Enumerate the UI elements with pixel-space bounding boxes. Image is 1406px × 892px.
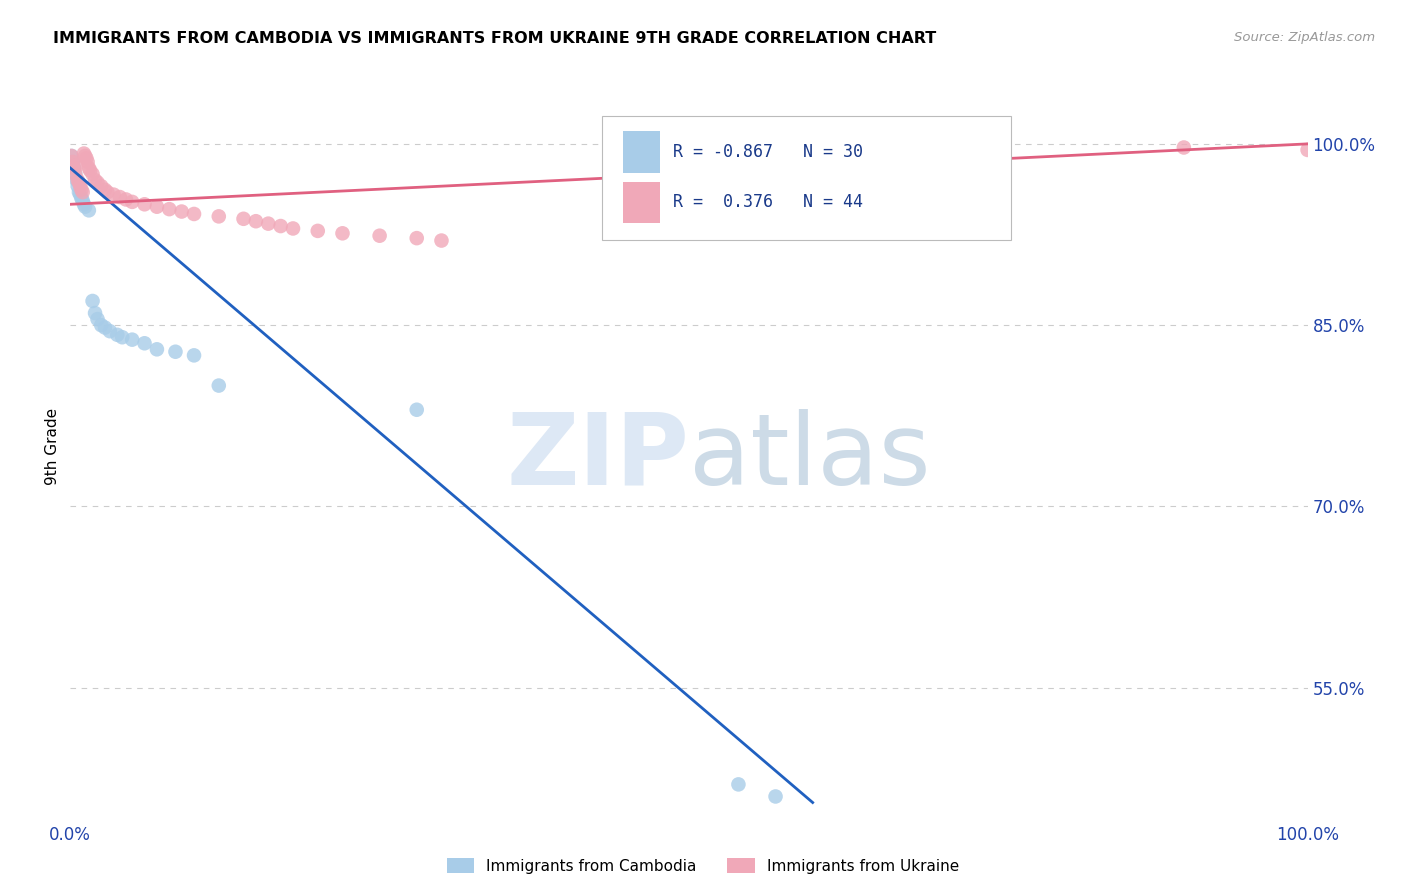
- Point: [332, 227, 354, 241]
- Point: [63, 161, 86, 175]
- Point: [1296, 143, 1319, 157]
- Text: R = -0.867   N = 30: R = -0.867 N = 30: [673, 143, 863, 161]
- Text: atlas: atlas: [689, 409, 931, 506]
- Point: [232, 211, 254, 226]
- Point: [65, 173, 87, 187]
- Text: ZIP: ZIP: [506, 409, 689, 506]
- Point: [79, 163, 101, 178]
- Point: [105, 327, 128, 342]
- Y-axis label: 9th Grade: 9th Grade: [45, 408, 60, 484]
- Point: [183, 207, 205, 221]
- Point: [60, 149, 83, 163]
- Point: [108, 190, 131, 204]
- Point: [63, 161, 86, 175]
- Point: [111, 330, 134, 344]
- Point: [66, 179, 89, 194]
- Point: [146, 343, 169, 357]
- Point: [67, 176, 90, 190]
- Text: Source: ZipAtlas.com: Source: ZipAtlas.com: [1234, 31, 1375, 45]
- Point: [103, 187, 125, 202]
- Point: [82, 293, 104, 308]
- Point: [76, 155, 98, 169]
- Point: [75, 152, 97, 166]
- Point: [69, 179, 91, 194]
- Point: [257, 217, 280, 231]
- Text: R =  0.376   N = 44: R = 0.376 N = 44: [673, 193, 863, 211]
- Point: [72, 185, 94, 199]
- Point: [368, 228, 391, 243]
- Point: [727, 777, 749, 791]
- Point: [134, 336, 156, 351]
- Point: [405, 402, 427, 417]
- Point: [94, 183, 117, 197]
- Point: [134, 197, 156, 211]
- Point: [245, 214, 267, 228]
- Point: [69, 187, 91, 202]
- Point: [307, 224, 329, 238]
- Point: [96, 185, 118, 199]
- Point: [70, 183, 93, 197]
- Point: [1173, 140, 1195, 154]
- Point: [86, 312, 108, 326]
- Point: [84, 306, 107, 320]
- Point: [66, 173, 89, 187]
- Point: [62, 155, 84, 169]
- Point: [84, 173, 107, 187]
- Text: IMMIGRANTS FROM CAMBODIA VS IMMIGRANTS FROM UKRAINE 9TH GRADE CORRELATION CHART: IMMIGRANTS FROM CAMBODIA VS IMMIGRANTS F…: [53, 31, 936, 46]
- Point: [77, 203, 100, 218]
- Point: [165, 344, 187, 359]
- Point: [82, 167, 104, 181]
- Point: [170, 204, 193, 219]
- Point: [94, 320, 117, 334]
- Point: [72, 194, 94, 208]
- Point: [208, 210, 231, 224]
- Point: [208, 378, 231, 392]
- Point: [62, 155, 84, 169]
- Point: [65, 167, 87, 181]
- Point: [90, 318, 112, 333]
- Point: [65, 167, 87, 181]
- Point: [405, 231, 427, 245]
- Legend: Immigrants from Cambodia, Immigrants from Ukraine: Immigrants from Cambodia, Immigrants fro…: [440, 852, 966, 880]
- Point: [183, 348, 205, 362]
- Point: [86, 176, 108, 190]
- Point: [60, 149, 83, 163]
- Point: [77, 161, 100, 175]
- Point: [146, 200, 169, 214]
- Point: [430, 234, 453, 248]
- Point: [67, 185, 90, 199]
- Point: [121, 194, 143, 209]
- FancyBboxPatch shape: [623, 181, 661, 223]
- Point: [765, 789, 787, 804]
- Point: [75, 200, 97, 214]
- Point: [270, 219, 292, 233]
- Point: [70, 191, 93, 205]
- Point: [121, 333, 143, 347]
- FancyBboxPatch shape: [623, 131, 661, 172]
- Point: [75, 149, 97, 163]
- Point: [65, 159, 87, 173]
- Point: [115, 193, 138, 207]
- Point: [157, 202, 180, 216]
- FancyBboxPatch shape: [602, 116, 1011, 240]
- Point: [73, 197, 96, 211]
- Point: [90, 179, 112, 194]
- Point: [98, 324, 121, 338]
- Point: [281, 221, 304, 235]
- Point: [73, 146, 96, 161]
